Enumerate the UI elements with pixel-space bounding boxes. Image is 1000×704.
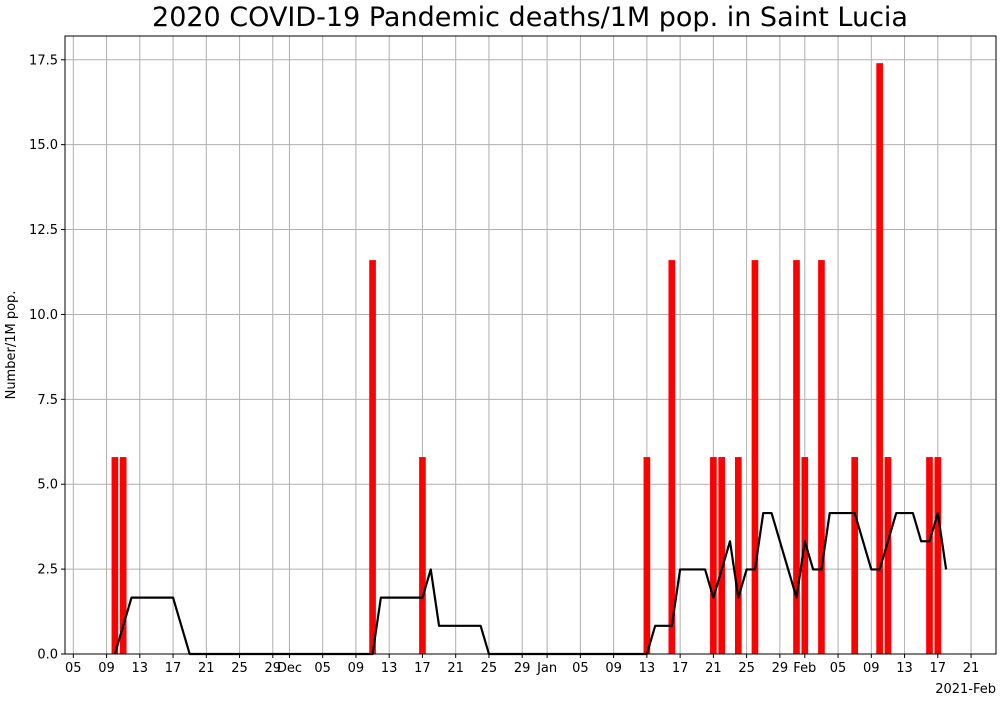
x-tick-label: 17 xyxy=(165,661,182,676)
x-axis-offset-label: 2021-Feb xyxy=(935,682,996,697)
y-tick-label: 17.5 xyxy=(29,53,58,68)
x-tick-label: 21 xyxy=(447,661,464,676)
x-tick-label: 13 xyxy=(896,661,913,676)
x-tick-label: 09 xyxy=(348,661,365,676)
bar xyxy=(793,260,800,654)
bar xyxy=(419,457,426,654)
x-tick-label: Feb xyxy=(793,661,816,676)
x-tick-label: 25 xyxy=(231,661,248,676)
bar xyxy=(751,260,759,654)
x-tick-label: 13 xyxy=(381,661,398,676)
x-tick-label: 13 xyxy=(132,661,149,676)
bar xyxy=(718,457,726,654)
bar xyxy=(643,457,651,654)
x-tick-label: 21 xyxy=(198,661,215,676)
moving-average-line xyxy=(113,511,948,656)
x-tick-label: 17 xyxy=(930,661,947,676)
y-tick-label: 2.5 xyxy=(37,563,58,578)
y-axis-label: Number/1M pop. xyxy=(4,291,19,400)
x-tick-label: 21 xyxy=(705,661,722,676)
x-tick-label: 05 xyxy=(830,661,847,676)
chart-title: 2020 COVID-19 Pandemic deaths/1M pop. in… xyxy=(152,2,908,33)
bar xyxy=(926,457,933,654)
bar xyxy=(668,260,676,654)
bar xyxy=(934,457,942,654)
x-tick-label: 29 xyxy=(514,661,531,676)
ticks: 0.0 2.5 5.0 7.5 10.0 12.5 15.0 17.5 05 09 13 17 21 25… xyxy=(29,53,979,676)
x-tick-label: 25 xyxy=(481,661,498,676)
plot-frame xyxy=(64,35,997,655)
bar xyxy=(801,457,809,654)
y-tick-label: 10.0 xyxy=(29,308,58,323)
bar xyxy=(876,63,883,654)
bar xyxy=(734,457,742,654)
y-tick-label: 5.0 xyxy=(37,478,58,493)
y-tick-label: 7.5 xyxy=(37,393,58,408)
bar xyxy=(710,457,717,654)
bar xyxy=(111,457,119,654)
x-tick-label: 05 xyxy=(314,661,331,676)
x-tick-label: 17 xyxy=(414,661,431,676)
x-tick-label: 13 xyxy=(639,661,656,676)
x-tick-label: 05 xyxy=(65,661,82,676)
x-tick-label: Dec xyxy=(277,661,302,676)
bar xyxy=(119,457,127,654)
bar xyxy=(818,260,825,654)
x-tick-label: 17 xyxy=(672,661,689,676)
x-tick-label: 25 xyxy=(738,661,755,676)
x-tick-label: 29 xyxy=(265,661,282,676)
bar xyxy=(851,457,859,654)
bar xyxy=(369,260,376,654)
x-tick-label: Jan xyxy=(536,661,557,676)
x-tick-label: 09 xyxy=(863,661,880,676)
bar xyxy=(884,457,892,654)
x-tick-label: 09 xyxy=(605,661,622,676)
y-tick-label: 15.0 xyxy=(29,138,58,153)
x-tick-label: 05 xyxy=(572,661,589,676)
bar-series xyxy=(111,63,942,654)
x-tick-label: 29 xyxy=(772,661,789,676)
y-tick-label: 0.0 xyxy=(37,648,58,663)
x-tick-label: 21 xyxy=(963,661,980,676)
line-series xyxy=(113,511,948,656)
x-tick-label: 09 xyxy=(98,661,115,676)
y-tick-label: 12.5 xyxy=(29,223,58,238)
